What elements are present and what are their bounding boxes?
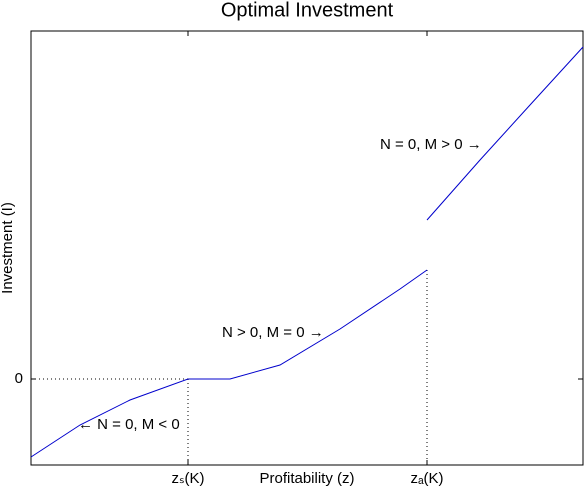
- x-tick-label: zₐ(K): [410, 470, 443, 487]
- annotation: N > 0, M = 0 →: [222, 324, 324, 341]
- line: [30, 46, 584, 458]
- y-axis-label: Investment (I): [0, 202, 16, 294]
- x-tick-label: zₛ(K): [171, 470, 204, 487]
- plot-frame: [30, 30, 584, 466]
- chart-title: Optimal Investment: [221, 0, 394, 21]
- x-axis-label: Profitability (z): [259, 470, 354, 487]
- annotation: N = 0, M > 0 →: [380, 136, 482, 153]
- y-tick-label: 0: [15, 370, 23, 387]
- annotation: ← N = 0, M < 0: [78, 416, 180, 433]
